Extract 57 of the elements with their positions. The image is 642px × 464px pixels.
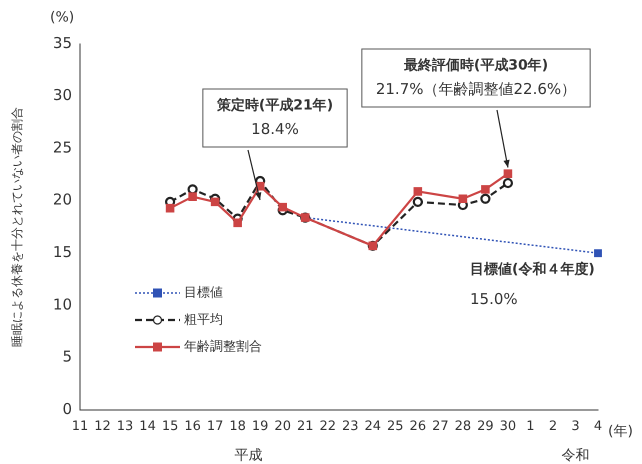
x-tick-label: 27 [432, 419, 449, 434]
x-tick-label: 21 [296, 419, 314, 434]
point [256, 182, 264, 190]
x-tick-label: 14 [139, 419, 156, 434]
x-axis-title: (年) [608, 424, 633, 440]
y-tick-label: 15 [52, 243, 72, 262]
annotation: 策定時(平成21年) 18.4% [216, 96, 334, 138]
point [504, 169, 512, 178]
x-tick-label: 2 [548, 419, 558, 434]
x-tick-label: 22 [319, 419, 336, 434]
x-tick-label: 13 [116, 419, 134, 434]
point [210, 198, 220, 206]
point [188, 192, 197, 201]
point [502, 178, 514, 188]
x-tick-label: 30 [500, 419, 516, 434]
legend-label: 粗平均 [184, 312, 223, 328]
legend-label: 目標値 [184, 285, 223, 300]
x-tick-label: 4 [594, 419, 602, 434]
text: (%) [50, 10, 74, 26]
y-tick-label: 35 [52, 34, 72, 52]
point [480, 194, 490, 204]
point [458, 194, 468, 204]
x-tick-label: 18 [229, 419, 246, 434]
y-tick-label: 5 [62, 348, 72, 366]
text: 平成 [234, 448, 263, 464]
legend-label: 年齢調整割合 [184, 339, 262, 354]
annotation: 目標値(令和４年度) 15.0% [470, 260, 595, 308]
point [233, 218, 242, 228]
x-tick-label: 3 [571, 419, 580, 434]
x-tick-label: 11 [72, 419, 88, 434]
y-tick-label: 30 [52, 86, 72, 104]
x-tick-label: 12 [94, 419, 111, 434]
x-tick-label: 1 [526, 419, 535, 434]
y-tick-label: 20 [52, 190, 72, 209]
y-axis-title: 睡眠による休養を十分とれていない者の割合 [10, 107, 24, 347]
x-tick-label: 25 [387, 419, 404, 434]
point [166, 204, 174, 212]
x-tick-label: 29 [477, 419, 494, 434]
x-tick-label: 19 [252, 419, 268, 434]
point [594, 249, 602, 258]
x-tick-label: 16 [184, 419, 201, 434]
point [278, 202, 287, 212]
text: 令和 [561, 448, 590, 464]
x-tick-label: 17 [206, 419, 224, 434]
x-tick-label: 20 [274, 419, 291, 434]
point [481, 185, 490, 194]
y-tick-label: 0 [62, 400, 72, 418]
x-tick-label: 23 [342, 419, 359, 434]
x-tick-label: 24 [364, 419, 382, 434]
point [412, 196, 423, 208]
x-tick-label: 15 [162, 419, 178, 434]
y-tick-label: 25 [52, 138, 72, 156]
x-tick-label: 28 [454, 419, 472, 434]
x-tick-label: 26 [410, 419, 426, 434]
annotation: 最終評価時(平成30年) 21.7%（年齢調整値22.6%） [376, 56, 576, 98]
y-tick-label: 10 [52, 295, 72, 314]
point [414, 187, 422, 196]
